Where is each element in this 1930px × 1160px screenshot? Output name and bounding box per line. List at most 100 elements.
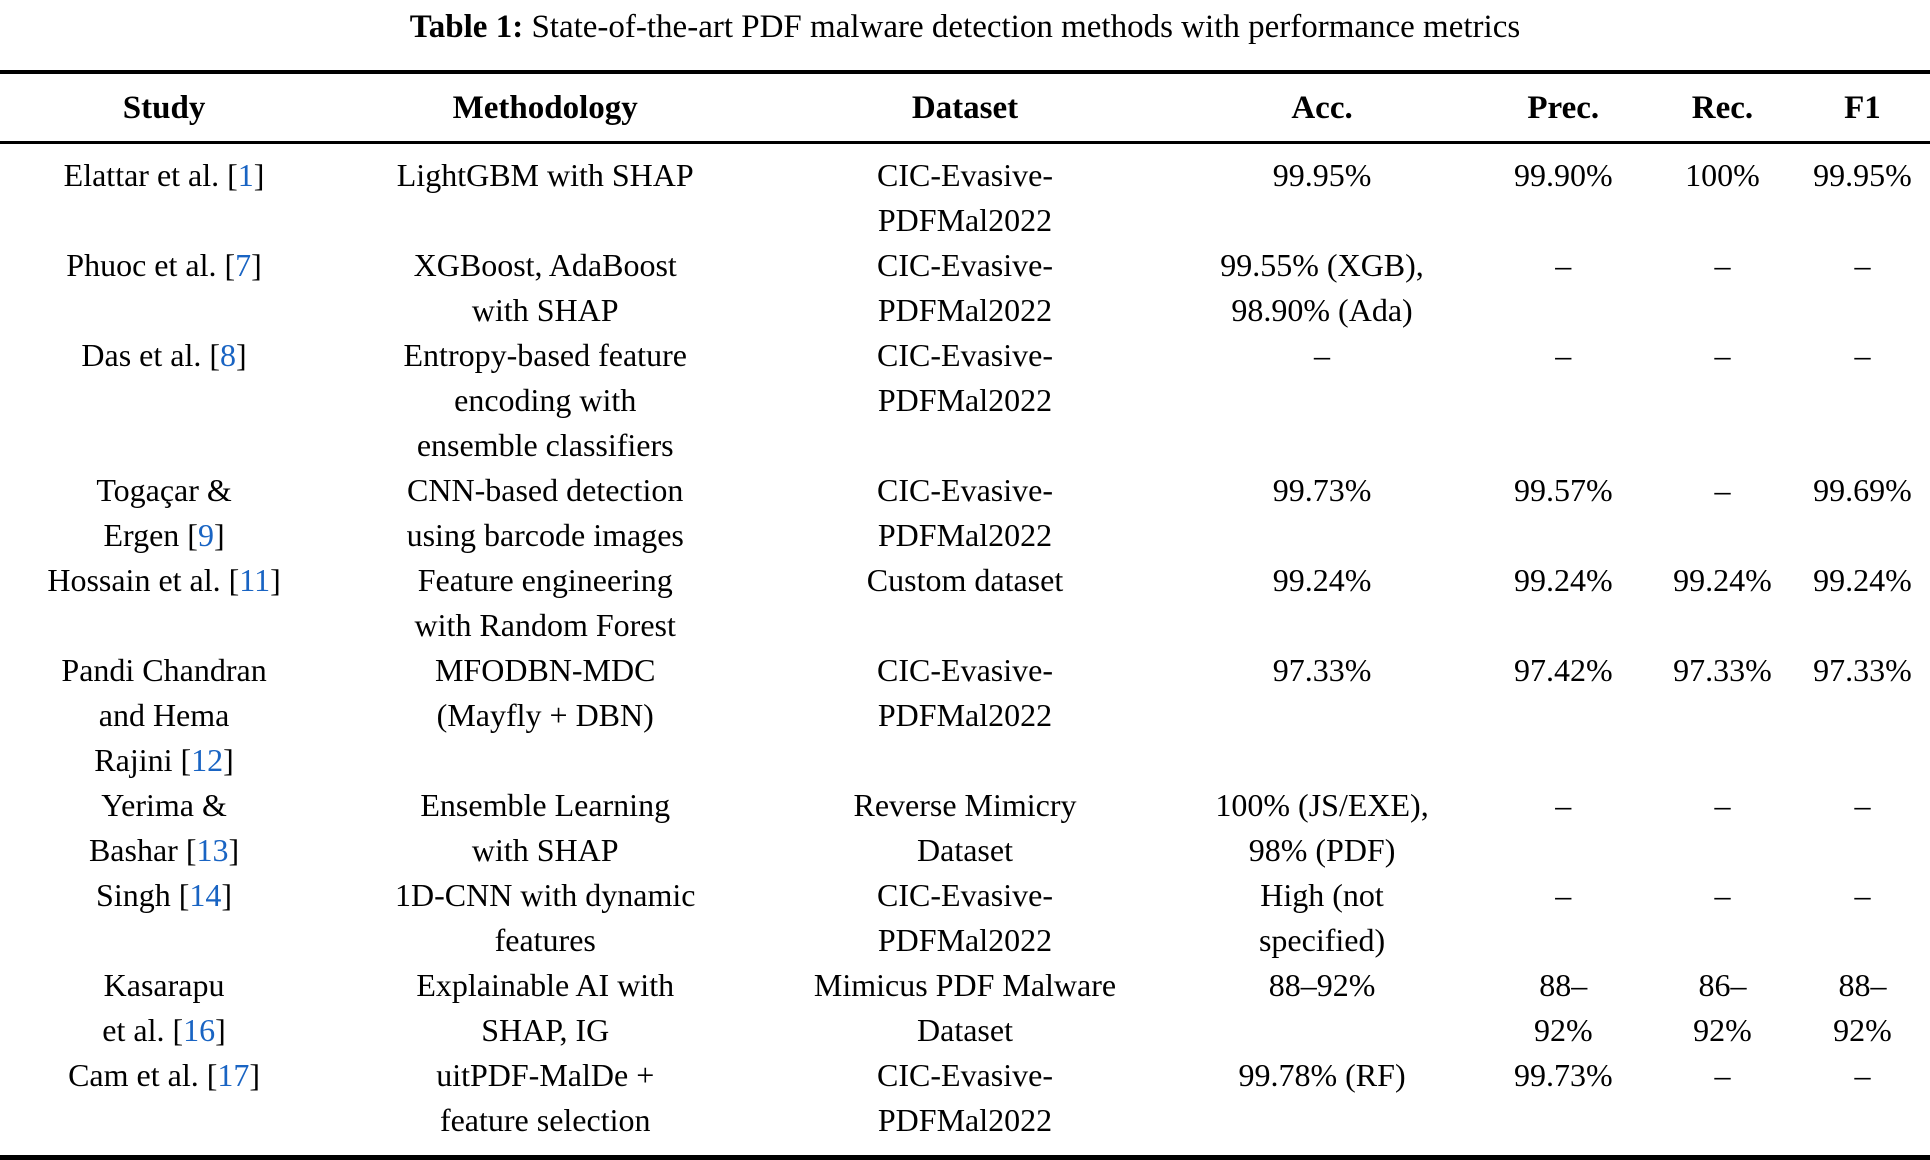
table-row: Das et al. 8 Entropy-based feature encod…: [0, 333, 1930, 468]
cell-methodology: uitPDF-MalDe + feature selection: [436, 1057, 655, 1138]
header-row: Study Methodology Dataset Acc. Prec. Rec…: [0, 72, 1930, 143]
citation-link[interactable]: 14: [179, 877, 232, 913]
column-header-precision: Prec.: [1527, 90, 1600, 126]
citation-link[interactable]: 16: [172, 1012, 225, 1048]
cell-dataset: CIC-Evasive- PDFMal2022: [877, 337, 1053, 418]
cell-f1: –: [1854, 877, 1871, 913]
cell-precision: –: [1555, 337, 1572, 373]
cell-f1: –: [1854, 1057, 1871, 1093]
cell-recall: –: [1714, 787, 1731, 823]
cell-methodology: Feature engineering with Random Forest: [414, 562, 676, 643]
study-name: Phuoc et al.: [66, 247, 217, 283]
cell-study: Yerima & Bashar 13: [0, 783, 328, 873]
cell-dataset: Reverse Mimicry Dataset: [853, 787, 1077, 868]
column-header-f1: F1: [1844, 90, 1881, 126]
cell-recall: 86– 92%: [1693, 967, 1752, 1048]
table-row: Phuoc et al. 7 XGBoost, AdaBoost with SH…: [0, 243, 1930, 333]
citation-link[interactable]: 1: [227, 157, 264, 193]
cell-precision: 99.24%: [1513, 562, 1613, 598]
table-row: Togaçar & Ergen 9 CNN-based detection us…: [0, 468, 1930, 558]
table-row: Pandi Chandran and Hema Rajini 12 MFODBN…: [0, 648, 1930, 783]
cell-dataset: CIC-Evasive- PDFMal2022: [877, 1057, 1053, 1138]
cell-f1: 99.24%: [1813, 562, 1912, 598]
study-name: Kasarapu et al.: [102, 967, 225, 1048]
cell-recall: –: [1714, 247, 1731, 283]
cell-dataset: Custom dataset: [866, 562, 1064, 598]
cell-f1: 88– 92%: [1833, 967, 1892, 1048]
cell-precision: –: [1555, 247, 1572, 283]
citation-link[interactable]: 17: [207, 1057, 260, 1093]
cell-dataset: CIC-Evasive- PDFMal2022: [877, 157, 1053, 238]
cell-dataset: CIC-Evasive- PDFMal2022: [877, 247, 1053, 328]
study-name: Elattar et al.: [63, 157, 220, 193]
study-name: Yerima & Bashar: [88, 787, 227, 868]
cell-dataset: Mimicus PDF Malware Dataset: [813, 967, 1117, 1048]
cell-accuracy: 100% (JS/EXE), 98% (PDF): [1215, 787, 1429, 868]
column-header-study: Study: [122, 90, 206, 126]
table-row: Elattar et al. 1 LightGBM with SHAP CIC-…: [0, 143, 1930, 244]
cell-precision: –: [1555, 787, 1572, 823]
cell-recall: 97.33%: [1673, 652, 1772, 688]
cell-methodology: 1D-CNN with dynamic features: [395, 877, 696, 958]
cell-study: Pandi Chandran and Hema Rajini 12: [0, 648, 328, 783]
results-table: Study Methodology Dataset Acc. Prec. Rec…: [0, 70, 1930, 1160]
cell-methodology: Ensemble Learning with SHAP: [420, 787, 671, 868]
study-name: Togaçar & Ergen: [96, 472, 232, 553]
cell-methodology: CNN-based detection using barcode images: [406, 472, 684, 553]
cell-recall: –: [1714, 472, 1731, 508]
cell-f1: 99.95%: [1813, 157, 1912, 193]
cell-recall: –: [1714, 877, 1731, 913]
cell-methodology: Entropy-based feature encoding with ense…: [403, 337, 687, 463]
column-header-recall: Rec.: [1691, 90, 1754, 126]
table-body: Elattar et al. 1 LightGBM with SHAP CIC-…: [0, 143, 1930, 1158]
cell-recall: 99.24%: [1673, 562, 1772, 598]
cell-recall: –: [1714, 1057, 1731, 1093]
cell-f1: –: [1854, 337, 1871, 373]
cell-methodology: MFODBN-MDC (Mayfly + DBN): [434, 652, 656, 733]
cell-dataset: CIC-Evasive- PDFMal2022: [877, 877, 1053, 958]
cell-dataset: CIC-Evasive- PDFMal2022: [877, 652, 1053, 733]
citation-link[interactable]: 12: [181, 742, 234, 778]
column-header-accuracy: Acc.: [1291, 90, 1353, 126]
cell-study: Singh 14: [0, 873, 328, 963]
cell-accuracy: 99.78% (RF): [1238, 1057, 1406, 1093]
table-row: Hossain et al. 11 Feature engineering wi…: [0, 558, 1930, 648]
cell-study: Kasarapu et al. 16: [0, 963, 328, 1053]
table-caption: Table 1: State-of-the-art PDF malware de…: [0, 0, 1930, 70]
citation-link[interactable]: 8: [209, 337, 246, 373]
cell-precision: 97.42%: [1513, 652, 1613, 688]
cell-study: Das et al. 8: [0, 333, 328, 468]
cell-f1: –: [1854, 787, 1871, 823]
table-row: Yerima & Bashar 13 Ensemble Learning wit…: [0, 783, 1930, 873]
table-caption-text: State-of-the-art PDF malware detection m…: [523, 9, 1521, 45]
cell-accuracy: High (not specified): [1258, 877, 1386, 958]
citation-link[interactable]: 7: [224, 247, 261, 283]
table-row: Singh 14 1D-CNN with dynamic features CI…: [0, 873, 1930, 963]
study-name: Singh: [96, 877, 171, 913]
table-row: Kasarapu et al. 16 Explainable AI with S…: [0, 963, 1930, 1053]
cell-recall: –: [1714, 337, 1731, 373]
citation-link[interactable]: 11: [229, 562, 281, 598]
cell-accuracy: 99.24%: [1272, 562, 1372, 598]
citation-link[interactable]: 9: [187, 517, 224, 553]
cell-precision: 99.90%: [1513, 157, 1613, 193]
cell-methodology: Explainable AI with SHAP, IG: [416, 967, 675, 1048]
citation-link[interactable]: 13: [186, 832, 239, 868]
study-name: Pandi Chandran and Hema Rajini: [61, 652, 267, 778]
cell-study: Elattar et al. 1: [0, 143, 328, 244]
cell-precision: 99.57%: [1513, 472, 1613, 508]
cell-precision: 88– 92%: [1533, 967, 1593, 1048]
column-header-methodology: Methodology: [452, 90, 638, 126]
cell-study: Hossain et al. 11: [0, 558, 328, 648]
cell-accuracy: 99.73%: [1272, 472, 1372, 508]
table-row: Cam et al. 17 uitPDF-MalDe + feature sel…: [0, 1053, 1930, 1158]
study-name: Cam et al.: [68, 1057, 199, 1093]
cell-f1: 99.69%: [1813, 472, 1912, 508]
cell-precision: 99.73%: [1513, 1057, 1613, 1093]
cell-study: Phuoc et al. 7: [0, 243, 328, 333]
cell-accuracy: 99.55% (XGB), 98.90% (Ada): [1220, 247, 1424, 328]
cell-f1: –: [1854, 247, 1871, 283]
cell-methodology: LightGBM with SHAP: [396, 157, 694, 193]
cell-study: Cam et al. 17: [0, 1053, 328, 1158]
